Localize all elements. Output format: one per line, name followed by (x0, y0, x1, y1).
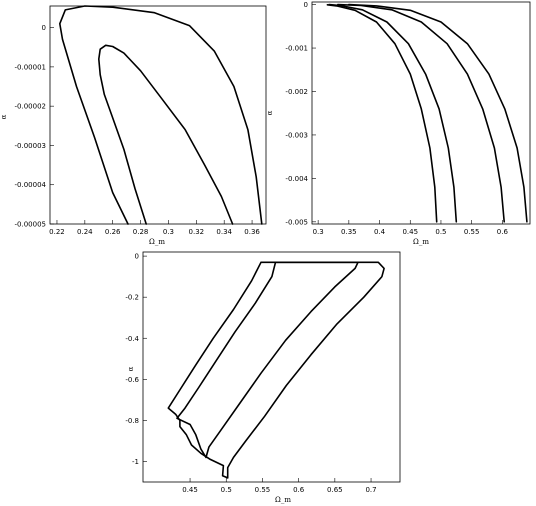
y-tick-label: 0 (135, 253, 139, 261)
y-tick-label: -0.4 (125, 335, 139, 343)
y-tick-label: -1 (132, 458, 139, 466)
x-tick-label: 0.5 (221, 486, 232, 494)
x-tick-label: 0.6 (497, 228, 509, 236)
y-tick-label: -0.005 (285, 218, 308, 226)
x-tick-label: 0.35 (341, 228, 357, 236)
y-tick-label: -0.002 (285, 88, 308, 96)
x-tick-label: 0.36 (244, 228, 260, 236)
x-axis-label: Ω_m (149, 238, 165, 246)
x-tick-label: 0.65 (327, 486, 343, 494)
contour-line-4 (348, 3, 528, 223)
x-tick-label: 0.7 (365, 486, 376, 494)
y-tick-label: 0 (42, 24, 46, 32)
x-tick-label: 0.28 (133, 228, 149, 236)
y-tick-label: -0.00001 (15, 63, 46, 71)
x-tick-label: 0.24 (77, 228, 93, 236)
x-tick-label: 0.45 (182, 486, 198, 494)
contour-line-2 (328, 3, 458, 223)
contour-line-2 (98, 44, 234, 225)
contour-line-2 (176, 261, 359, 459)
plot-frame (311, 1, 531, 225)
plot-frame (49, 5, 267, 225)
chart-panel-1: 0.22 0.24 0.26 0.28 0.3 0.32 0.34 0.36 0 -0.00001… (0, 5, 267, 246)
x-tick-label: 0.5 (435, 228, 446, 236)
contour-line-1 (326, 4, 438, 223)
x-axis-label: Ω_m (413, 238, 429, 246)
x-axis-label: Ω_m (275, 496, 291, 504)
y-tick-label: 0 (304, 1, 308, 9)
x-tick-label: 0.4 (374, 228, 386, 236)
y-axis-label: α (0, 114, 8, 119)
y-tick-label: -0.00004 (15, 181, 47, 189)
contour-line-1 (59, 5, 263, 225)
x-tick-label: 0.45 (402, 228, 418, 236)
x-tick-label: 0.3 (313, 228, 324, 236)
x-tick-label: 0.3 (163, 228, 174, 236)
x-tick-label: 0.32 (189, 228, 205, 236)
y-axis-label: α (127, 366, 135, 371)
x-tick-label: 0.6 (293, 486, 305, 494)
y-tick-label: -0.001 (285, 45, 308, 53)
y-axis-label: α (266, 110, 274, 115)
x-tick-label: 0.34 (216, 228, 232, 236)
plot-frame (142, 251, 401, 483)
y-tick-label: -0.00002 (15, 103, 46, 111)
chart-panel-2: 0.3 0.35 0.4 0.45 0.5 0.55 0.6 0 -0.001 -0.002 -0.… (266, 1, 531, 246)
x-tick-label: 0.22 (49, 228, 65, 236)
y-tick-label: -0.003 (285, 131, 308, 139)
x-tick-label: 0.26 (105, 228, 121, 236)
contour-line-1 (167, 261, 385, 479)
y-tick-label: -0.8 (125, 417, 139, 425)
y-tick-label: -0.2 (125, 294, 139, 302)
y-tick-label: -0.00003 (15, 142, 46, 150)
y-tick-label: -0.00005 (15, 221, 46, 229)
contour-line-3 (337, 3, 505, 223)
x-tick-label: 0.55 (464, 228, 480, 236)
chart-panel-3: 0.45 0.5 0.55 0.6 0.65 0.7 0 -0.2 -0.4 -0.6 -0.8 -1… (125, 251, 401, 504)
y-tick-label: -0.004 (285, 175, 308, 183)
y-tick-label: -0.6 (125, 376, 139, 384)
x-tick-label: 0.55 (255, 486, 271, 494)
